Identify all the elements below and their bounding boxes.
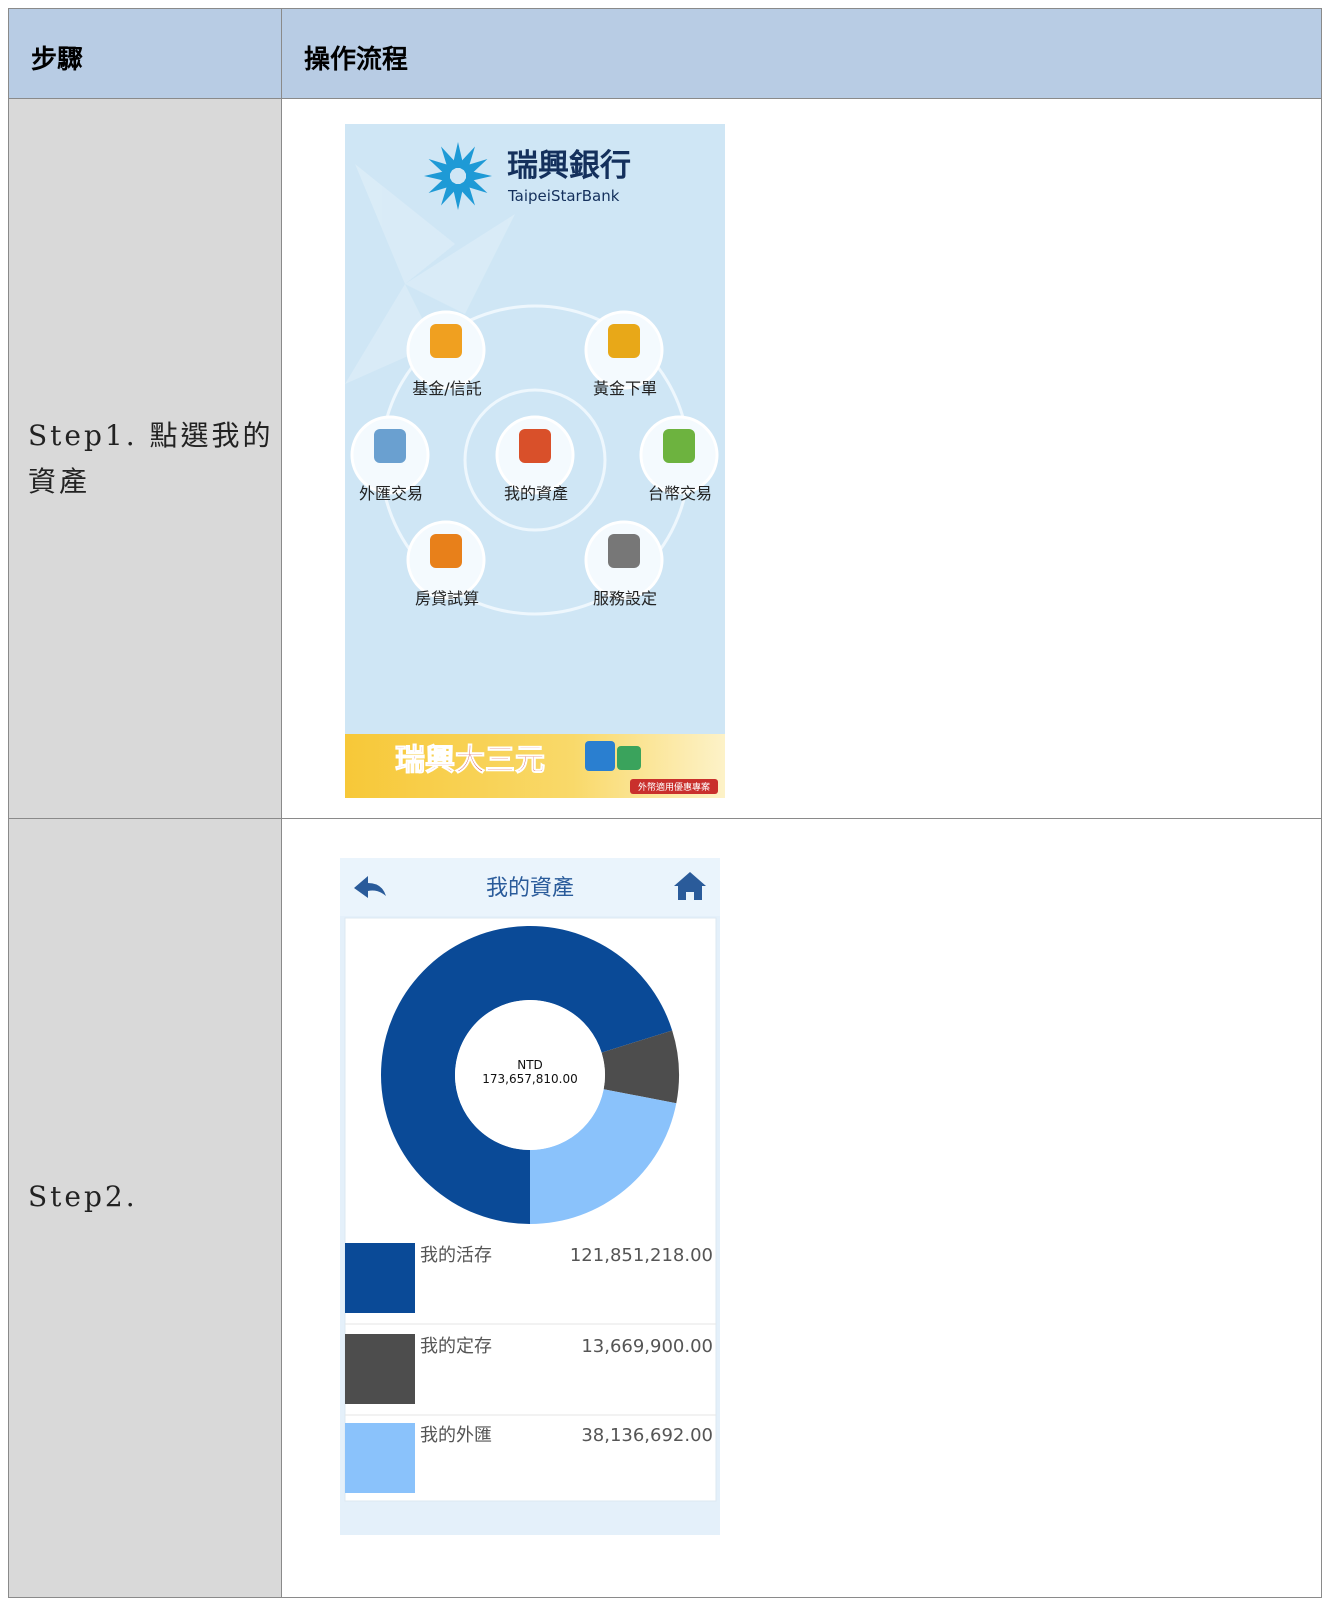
asset-name: 我的定存 bbox=[420, 1336, 492, 1357]
header-text: 操作流程 bbox=[304, 39, 408, 76]
asset-name: 我的活存 bbox=[420, 1245, 492, 1266]
asset-name: 我的外匯 bbox=[420, 1425, 492, 1446]
menu-label: 我的資產 bbox=[504, 484, 568, 503]
menu-label: 房貸試算 bbox=[415, 589, 479, 608]
menu-label: 外匯交易 bbox=[359, 484, 423, 503]
legend-swatch bbox=[345, 1423, 415, 1493]
menu-icon bbox=[608, 534, 640, 568]
banner-tag: 外幣適用優惠專案 bbox=[638, 781, 710, 793]
bank-name-en: TaipeiStarBank bbox=[507, 187, 620, 205]
menu-icon bbox=[519, 429, 551, 463]
asset-value: 38,136,692.00 bbox=[581, 1425, 713, 1446]
menu-icon bbox=[663, 429, 695, 463]
currency: NTD bbox=[517, 1058, 543, 1072]
menu-label: 台幣交易 bbox=[648, 484, 712, 503]
header-cell: 操作流程 bbox=[281, 8, 1322, 99]
assets-screenshot: 我的資產 NTD 173,657,810.00 我的活存 121,851,218.… bbox=[340, 858, 720, 1535]
menu-icon bbox=[374, 429, 406, 463]
step-cell: Step2. bbox=[8, 818, 282, 1598]
menu-icon bbox=[430, 534, 462, 568]
menu-label: 基金/信託 bbox=[412, 379, 481, 398]
step-text: Step2. bbox=[28, 1174, 278, 1220]
menu-icon bbox=[608, 324, 640, 358]
header-cell: 步驟 bbox=[8, 8, 282, 99]
asset-value: 13,669,900.00 bbox=[581, 1336, 713, 1357]
step-cell: Step1. 點選我的資產 bbox=[8, 98, 282, 819]
screen-title: 我的資產 bbox=[486, 876, 574, 901]
menu-icon bbox=[430, 324, 462, 358]
step-text: Step1. 點選我的資產 bbox=[28, 413, 278, 505]
banner-icon bbox=[585, 741, 615, 771]
header-text: 步驟 bbox=[31, 39, 83, 76]
banner-title: 瑞興大三元 bbox=[395, 743, 545, 778]
banner-icon bbox=[617, 746, 641, 770]
legend-swatch bbox=[345, 1334, 415, 1404]
total: 173,657,810.00 bbox=[482, 1072, 577, 1086]
menu-label: 服務設定 bbox=[593, 589, 657, 608]
page: 步驟 操作流程 Step1. 點選我的資產 Step2. 瑞興銀行 Taipei… bbox=[0, 0, 1335, 1583]
asset-value: 121,851,218.00 bbox=[570, 1245, 713, 1266]
legend-swatch bbox=[345, 1243, 415, 1313]
menu-label: 黃金下單 bbox=[593, 379, 657, 398]
bank-name: 瑞興銀行 bbox=[507, 148, 631, 184]
